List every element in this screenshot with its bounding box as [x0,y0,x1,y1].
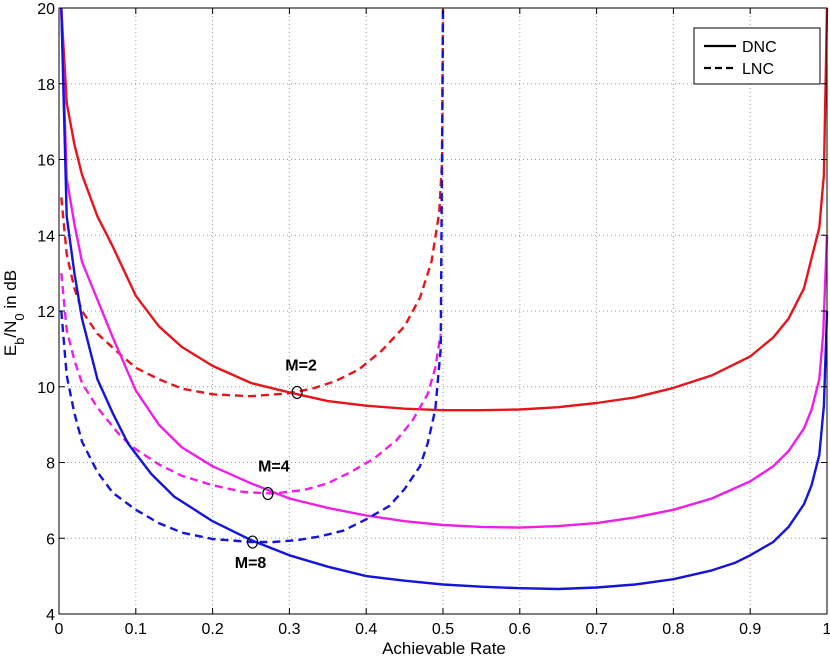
x-tick-label: 0.1 [125,621,147,638]
x-tick-label: 0.3 [278,621,300,638]
y-tick-label: 8 [46,456,55,473]
annotation-label: M=2 [285,357,317,374]
x-tick-label: 0.9 [739,621,761,638]
annotation-marker [246,535,259,549]
y-tick-label: 10 [37,380,55,397]
legend: DNC LNC [693,27,821,85]
legend-label-lnc: LNC [742,61,774,78]
x-tick-label: 0.7 [585,621,607,638]
x-tick-label: 1 [823,621,830,638]
annotation-marker [262,486,274,501]
series-layer [60,7,829,591]
y-axis-title: Eb/N0 in dB [1,270,27,356]
series-line-m8-lnc [60,7,445,544]
x-tick-label: 0.4 [355,621,377,638]
x-tick-label: 0 [55,621,64,638]
y-tick-label: 12 [37,304,55,321]
y-tick-label: 16 [37,153,55,170]
ticks: 0 0.1 0.2 0.3 0.4 0.5 0.6 0.7 0.8 0.9 146810121416… [37,1,830,638]
x-tick-label: 0.2 [201,621,223,638]
legend-label-dnc: DNC [742,39,777,56]
annotation-marker [291,385,303,400]
y-tick-label: 6 [46,531,55,548]
annotation-label: M=8 [235,555,267,572]
y-tick-label: 20 [37,1,55,18]
annotations: M=2 M=4 M=8 [235,357,317,572]
x-tick-label: 0.6 [509,621,531,638]
y-tick-label: 18 [37,77,55,94]
series-line-m4-lnc [60,272,442,495]
series-line-m4-dnc [60,7,829,529]
series-line-m8-dnc [60,7,829,591]
y-tick-label: 4 [46,607,55,624]
x-tick-label: 0.8 [662,621,684,638]
x-axis-title: Achievable Rate [382,639,506,657]
x-tick-label: 0.5 [432,621,454,638]
y-tick-label: 14 [37,228,55,245]
annotation-label: M=4 [258,459,290,476]
series-line-m2-dnc [60,7,829,412]
